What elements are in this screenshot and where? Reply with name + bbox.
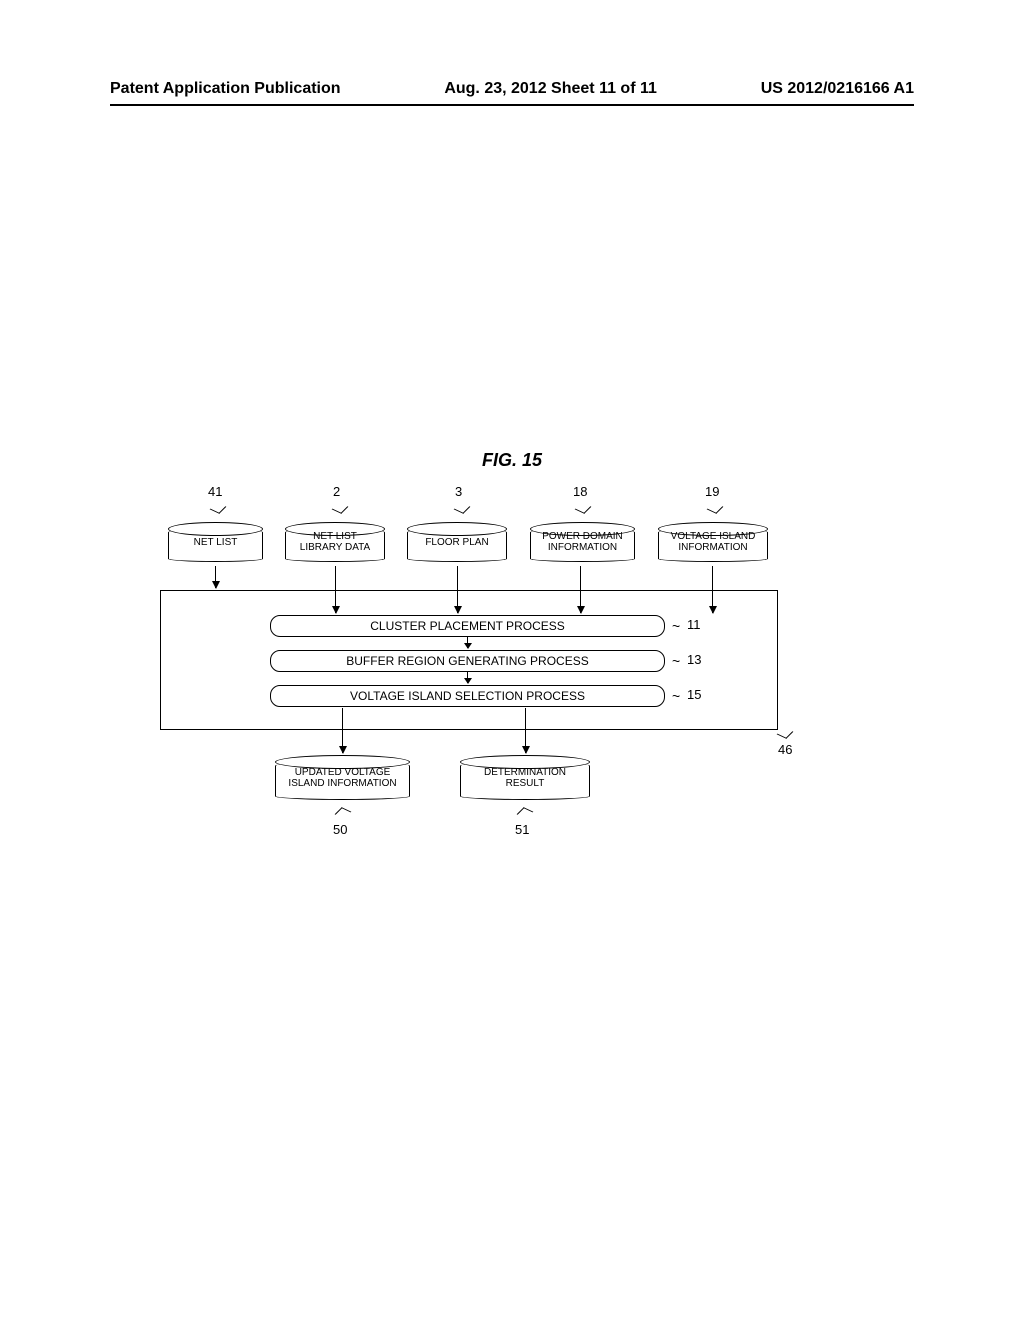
ref-label: 15 xyxy=(687,687,701,702)
cylinder-c51: DETERMINATIONRESULT xyxy=(460,755,590,800)
header-right: US 2012/0216166 A1 xyxy=(761,80,914,98)
ref-label: 19 xyxy=(705,484,719,499)
arrow xyxy=(467,637,468,648)
diagram: NET LIST NET LISTLIBRARY DATA FLOOR PLAN PO… xyxy=(160,470,860,890)
cylinder-label: DETERMINATIONRESULT xyxy=(480,767,570,789)
ref-label: 13 xyxy=(687,652,701,667)
header-rule xyxy=(110,104,914,106)
ref-hook xyxy=(777,727,794,739)
ref-hook xyxy=(707,502,724,514)
ref-label: 41 xyxy=(208,484,222,499)
ref-label: 50 xyxy=(333,822,347,837)
ref-hook xyxy=(332,502,349,514)
ref-label: 2 xyxy=(333,484,340,499)
ref-hook xyxy=(575,502,592,514)
process-p13: BUFFER REGION GENERATING PROCESS xyxy=(270,650,665,672)
arrow xyxy=(457,566,458,613)
cylinder-c50: UPDATED VOLTAGEISLAND INFORMATION xyxy=(275,755,410,800)
arrow xyxy=(215,566,216,588)
page-header: Patent Application Publication Aug. 23, … xyxy=(110,80,914,98)
cylinder-c2: NET LISTLIBRARY DATA xyxy=(285,522,385,562)
figure-title: FIG. 15 xyxy=(0,450,1024,471)
cylinder-c41: NET LIST xyxy=(168,522,263,562)
tilde-icon: ~ xyxy=(672,618,680,634)
cylinder-label: NET LIST xyxy=(190,537,242,548)
cylinder-label: FLOOR PLAN xyxy=(421,537,492,548)
ref-hook xyxy=(335,807,352,819)
cylinder-c18: POWER DOMAININFORMATION xyxy=(530,522,635,562)
header-left: Patent Application Publication xyxy=(110,80,341,98)
process-p11: CLUSTER PLACEMENT PROCESS xyxy=(270,615,665,637)
process-p15: VOLTAGE ISLAND SELECTION PROCESS xyxy=(270,685,665,707)
cylinder-label: VOLTAGE ISLANDINFORMATION xyxy=(667,531,760,553)
cylinder-label: POWER DOMAININFORMATION xyxy=(538,531,627,553)
cylinder-c19: VOLTAGE ISLANDINFORMATION xyxy=(658,522,768,562)
arrow xyxy=(335,566,336,613)
ref-label: 18 xyxy=(573,484,587,499)
ref-label: 46 xyxy=(778,742,792,757)
ref-label: 3 xyxy=(455,484,462,499)
tilde-icon: ~ xyxy=(672,688,680,704)
ref-hook xyxy=(517,807,534,819)
arrow xyxy=(580,566,581,613)
arrow xyxy=(467,672,468,683)
arrow xyxy=(342,708,343,753)
tilde-icon: ~ xyxy=(672,653,680,669)
cylinder-label: NET LISTLIBRARY DATA xyxy=(296,531,374,553)
ref-hook xyxy=(454,502,471,514)
ref-hook xyxy=(210,502,227,514)
ref-label: 51 xyxy=(515,822,529,837)
arrow xyxy=(525,708,526,753)
header-center: Aug. 23, 2012 Sheet 11 of 11 xyxy=(444,80,657,98)
cylinder-label: UPDATED VOLTAGEISLAND INFORMATION xyxy=(284,767,400,789)
cylinder-c3: FLOOR PLAN xyxy=(407,522,507,562)
ref-label: 11 xyxy=(687,617,701,632)
arrow xyxy=(712,566,713,613)
